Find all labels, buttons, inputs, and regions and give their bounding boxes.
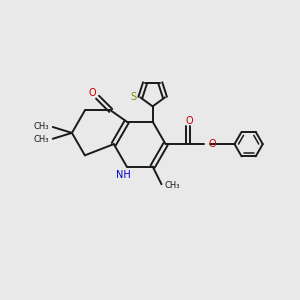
Text: NH: NH	[116, 170, 131, 180]
Text: S: S	[131, 92, 137, 102]
Text: CH₃: CH₃	[34, 135, 49, 144]
Text: CH₃: CH₃	[164, 181, 179, 190]
Text: CH₃: CH₃	[34, 122, 49, 131]
Text: O: O	[208, 139, 216, 149]
Text: O: O	[185, 116, 193, 126]
Text: O: O	[88, 88, 96, 98]
